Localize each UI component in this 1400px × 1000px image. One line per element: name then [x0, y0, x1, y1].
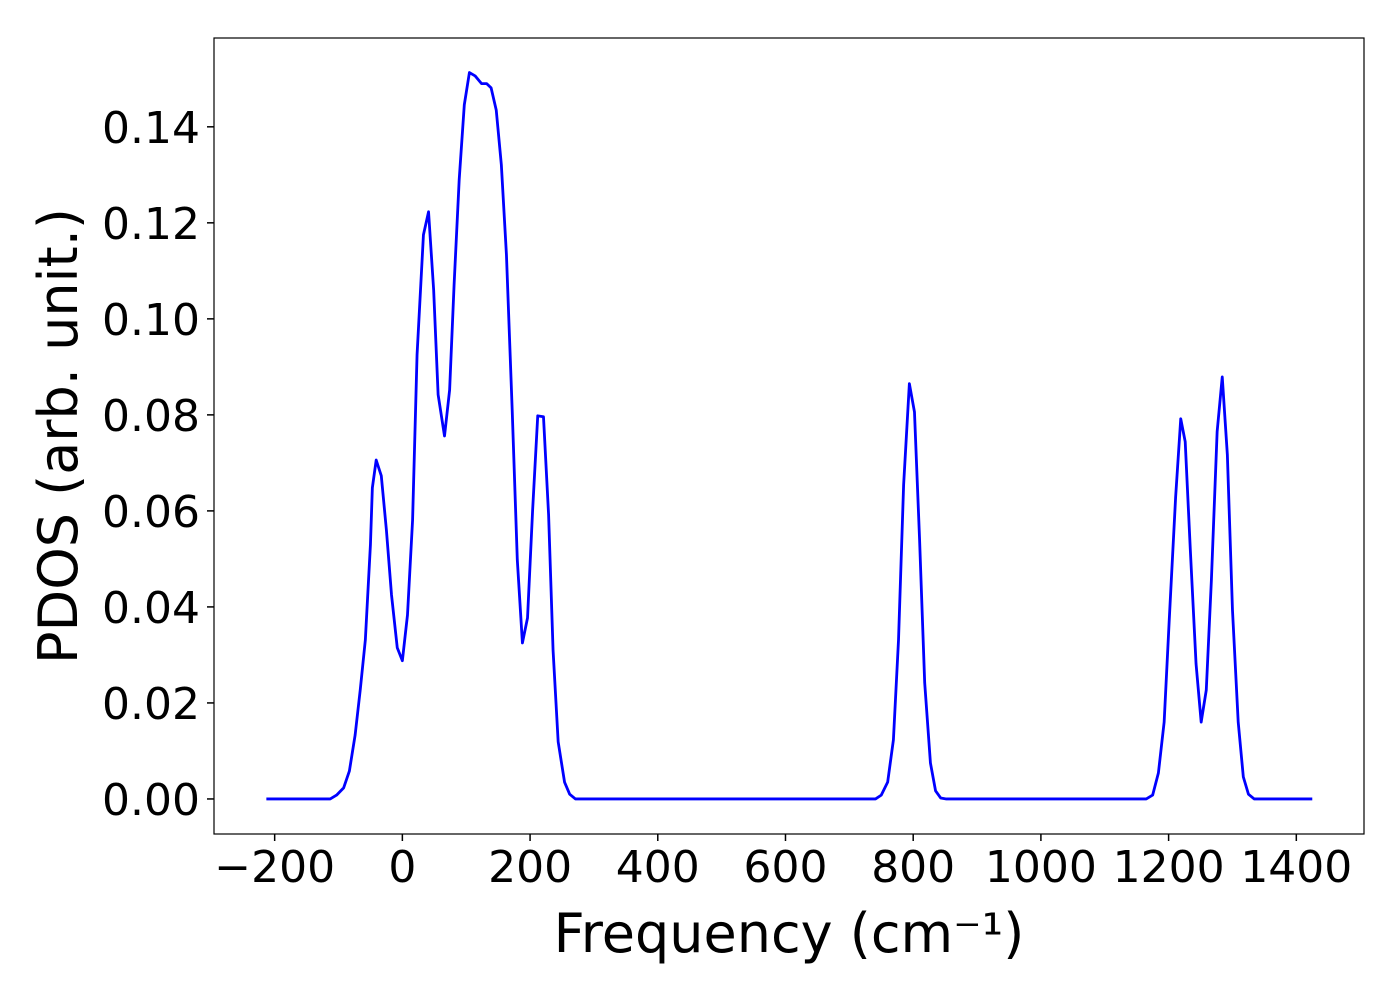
- y-tick-label: 0.12: [102, 199, 200, 250]
- x-tick-label: 800: [871, 842, 955, 893]
- y-tick-label: 0.04: [102, 583, 200, 634]
- x-tick-label: −200: [214, 842, 335, 893]
- data-line: [266, 71, 1313, 801]
- y-axis-label: PDOS (arb. unit.): [27, 208, 90, 664]
- x-tick-label: 1200: [1113, 842, 1225, 893]
- x-axis-label: Frequency (cm⁻¹): [554, 902, 1025, 965]
- y-tick-label: 0.10: [102, 295, 200, 346]
- x-tick-label: 400: [616, 842, 700, 893]
- y-tick-label: 0.08: [102, 391, 200, 442]
- y-tick-label: 0.06: [102, 487, 200, 538]
- y-tick-label: 0.14: [102, 103, 200, 154]
- x-tick-label: 0: [388, 842, 416, 893]
- x-tick-label: 1400: [1240, 842, 1352, 893]
- x-tick-label: 1000: [985, 842, 1097, 893]
- plot-frame: [213, 37, 1365, 835]
- y-tick-label: 0.00: [102, 775, 200, 826]
- y-tick-label: 0.02: [102, 679, 200, 730]
- x-tick-label: 200: [488, 842, 572, 893]
- x-tick-label: 600: [743, 842, 827, 893]
